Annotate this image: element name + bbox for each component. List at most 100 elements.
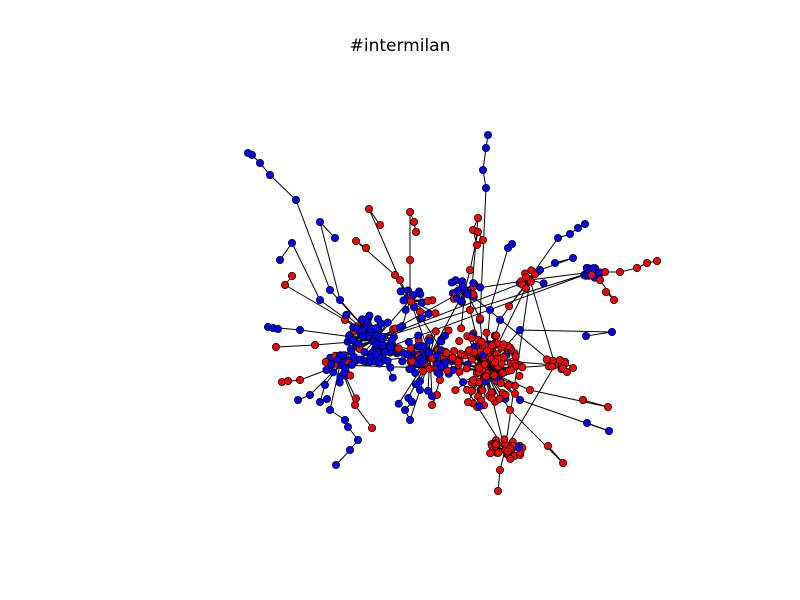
graph-node-red xyxy=(498,369,507,378)
graph-node-red xyxy=(283,376,292,385)
graph-node-red xyxy=(633,263,642,272)
edge-layer xyxy=(247,134,658,492)
graph-node-red xyxy=(455,337,464,346)
graph-node-blue xyxy=(343,422,352,431)
graph-title: #intermilan xyxy=(349,36,451,56)
graph-node-blue xyxy=(437,362,446,371)
graph-node-red xyxy=(364,204,373,213)
graph-node-red xyxy=(490,371,499,380)
graph-node-blue xyxy=(415,385,424,394)
graph-node-red xyxy=(653,256,662,265)
graph-node-blue xyxy=(458,282,467,291)
graph-node-blue xyxy=(353,435,362,444)
graph-node-red xyxy=(431,327,440,336)
graph-node-blue xyxy=(333,355,342,364)
graph-node-blue xyxy=(345,445,354,454)
graph-node-blue xyxy=(348,336,357,345)
graph-node-blue xyxy=(331,460,340,469)
graph-node-red xyxy=(448,353,457,362)
graph-node-blue xyxy=(574,223,583,232)
graph-node-blue xyxy=(355,355,364,364)
graph-node-blue xyxy=(514,443,523,452)
graph-node-blue xyxy=(243,148,252,157)
graph-node-red xyxy=(610,295,619,304)
graph-node-blue xyxy=(273,324,282,333)
graph-node-red xyxy=(515,371,524,380)
graph-node-blue xyxy=(469,279,478,288)
graph-node-red xyxy=(511,389,520,398)
graph-node-blue xyxy=(411,380,420,389)
graph-node-blue xyxy=(358,332,367,341)
graph-node-red xyxy=(463,398,472,407)
graph-node-red xyxy=(351,236,360,245)
graph-node-red xyxy=(616,267,625,276)
graph-node-red xyxy=(491,358,500,367)
graph-node-red xyxy=(602,287,611,296)
graph-node-blue xyxy=(457,297,466,306)
graph-node-blue xyxy=(380,347,389,356)
graph-node-blue xyxy=(327,360,336,369)
graph-node-red xyxy=(511,352,520,361)
graph-node-red xyxy=(455,367,464,376)
graph-node-blue xyxy=(437,337,446,346)
graph-node-red xyxy=(579,395,588,404)
graph-node-blue xyxy=(383,356,392,365)
graph-edge xyxy=(529,279,556,366)
graph-node-red xyxy=(499,340,508,349)
graph-node-blue xyxy=(536,265,545,274)
graph-edge xyxy=(354,404,373,429)
graph-node-blue xyxy=(396,287,405,296)
graph-node-blue xyxy=(581,219,590,228)
graph-node-blue xyxy=(435,370,444,379)
graph-node-red xyxy=(587,271,596,280)
graph-edge xyxy=(284,284,346,321)
graph-node-blue xyxy=(425,336,434,345)
graph-node-blue xyxy=(424,348,433,357)
graph-node-blue xyxy=(305,390,314,399)
graph-node-red xyxy=(496,379,505,388)
graph-node-blue xyxy=(315,217,324,226)
graph-node-blue xyxy=(551,258,560,267)
graph-node-blue xyxy=(418,357,427,366)
graph-node-red xyxy=(465,305,474,314)
graph-node-blue xyxy=(414,341,423,350)
graph-node-blue xyxy=(375,359,384,368)
graph-node-red xyxy=(477,337,486,346)
graph-node-red xyxy=(522,273,531,282)
graph-node-red xyxy=(427,400,436,409)
graph-node-blue xyxy=(478,165,487,174)
graph-node-red xyxy=(405,207,414,216)
graph-node-red xyxy=(494,448,503,457)
graph-edge xyxy=(464,289,556,366)
graph-edge xyxy=(319,221,341,301)
graph-node-blue xyxy=(340,415,349,424)
graph-node-red xyxy=(501,390,510,399)
graph-node-red xyxy=(559,458,568,467)
graph-node-red xyxy=(569,363,578,372)
graph-node-red xyxy=(465,265,474,274)
graph-node-blue xyxy=(417,314,426,323)
graph-node-blue xyxy=(583,418,592,427)
graph-node-blue xyxy=(481,183,490,192)
graph-node-blue xyxy=(325,405,334,414)
graph-edge xyxy=(269,174,297,201)
graph-node-blue xyxy=(404,393,413,402)
graph-node-red xyxy=(563,367,572,376)
graph-node-red xyxy=(503,447,512,456)
graph-node-red xyxy=(467,334,476,343)
graph-node-blue xyxy=(265,170,274,179)
graph-node-blue xyxy=(566,229,575,238)
graph-edge xyxy=(295,199,331,291)
graph-node-blue xyxy=(339,369,348,378)
graph-edge xyxy=(479,187,487,321)
graph-node-red xyxy=(351,394,360,403)
graph-node-red xyxy=(287,271,296,280)
graph-node-red xyxy=(506,454,515,463)
graph-node-red xyxy=(596,275,605,284)
graph-node-red xyxy=(295,375,304,384)
graph-edge xyxy=(585,331,613,337)
graph-edge xyxy=(299,364,341,381)
graph-node-red xyxy=(518,363,527,372)
graph-node-blue xyxy=(293,395,302,404)
graph-node-red xyxy=(531,270,540,279)
